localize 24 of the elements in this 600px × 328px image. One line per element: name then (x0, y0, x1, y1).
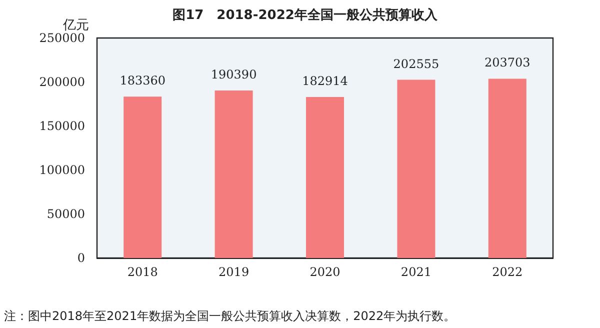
x-tick-label: 2020 (310, 265, 340, 279)
x-tick-label: 2021 (400, 265, 432, 279)
bar (124, 96, 162, 258)
y-tick-label: 50000 (46, 207, 85, 221)
data-label: 182914 (302, 74, 348, 88)
data-label: 190390 (210, 67, 257, 82)
bar (306, 97, 344, 258)
y-tick-label: 200000 (39, 75, 85, 89)
data-label: 203703 (484, 56, 530, 70)
bar (397, 80, 436, 258)
y-tick-label: 0 (77, 251, 85, 265)
bar (214, 90, 253, 258)
x-tick-label: 2019 (218, 265, 250, 279)
data-label: 202555 (393, 56, 440, 71)
y-tick-label: 150000 (39, 119, 85, 133)
y-axis-title: 亿元 (62, 18, 89, 33)
chart-title: 图17 2018-2022年全国一般公共预算收入 (172, 7, 438, 23)
data-label: 183360 (120, 74, 166, 88)
y-tick-label: 250000 (39, 31, 85, 45)
x-tick-label: 2022 (492, 265, 523, 279)
y-tick-label: 100000 (39, 163, 85, 177)
bar (488, 78, 526, 258)
x-tick-label: 2018 (127, 265, 158, 279)
text: 注：图中2018年至2021年数据为全国一般公共预算收入决算数，2022年为执行数。 (4, 309, 456, 323)
